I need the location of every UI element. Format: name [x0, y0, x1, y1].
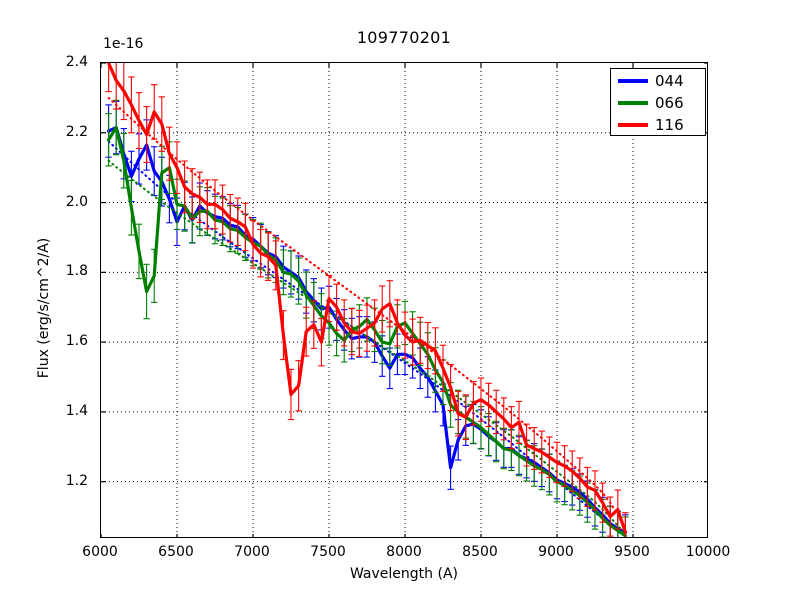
series-116 — [105, 63, 629, 537]
page-title: 109770201 — [356, 28, 452, 47]
tick-marks — [101, 63, 707, 537]
legend-item-066: 066 — [611, 92, 707, 114]
legend-label: 116 — [655, 115, 684, 134]
data-line-116 — [106, 63, 628, 534]
legend-color-swatch — [618, 101, 648, 105]
x-tick-label: 8500 — [462, 544, 498, 560]
y-tick-label: 1.6 — [65, 333, 88, 350]
x-tick-label: 7000 — [234, 544, 270, 560]
x-tick-label: 9000 — [538, 544, 574, 560]
plot-canvas — [101, 63, 707, 537]
y-tick-label: 1.8 — [65, 263, 88, 280]
y-axis-offset-text: 1e-16 — [103, 36, 144, 52]
legend-label: 066 — [655, 93, 684, 112]
x-tick-label: 6500 — [158, 544, 194, 560]
x-axis-label: Wavelength (A) — [349, 566, 458, 582]
y-axis-label: Flux (erg/s/cm^2/A) — [36, 237, 52, 379]
legend-label: 044 — [655, 71, 684, 90]
plot-axes-area — [100, 62, 708, 538]
y-tick-label: 1.2 — [65, 472, 88, 489]
y-tick-label: 2.0 — [65, 193, 88, 210]
legend-color-swatch — [618, 79, 648, 83]
x-tick-label: 9500 — [614, 544, 650, 560]
legend-box: 044 066 116 — [610, 68, 706, 136]
trend-line-116 — [107, 96, 627, 532]
x-tick-label: 6000 — [82, 544, 118, 560]
y-tick-label: 2.4 — [65, 54, 88, 70]
y-tick-label: 1.4 — [65, 402, 88, 419]
x-tick-label: 7500 — [310, 544, 346, 560]
legend-item-116: 116 — [611, 114, 707, 136]
legend-color-swatch — [618, 123, 648, 127]
y-tick-label: 2.2 — [65, 123, 88, 140]
x-tick-label: 8000 — [386, 544, 422, 560]
x-tick-label: 10000 — [685, 544, 731, 560]
legend-item-044: 044 — [611, 70, 707, 92]
